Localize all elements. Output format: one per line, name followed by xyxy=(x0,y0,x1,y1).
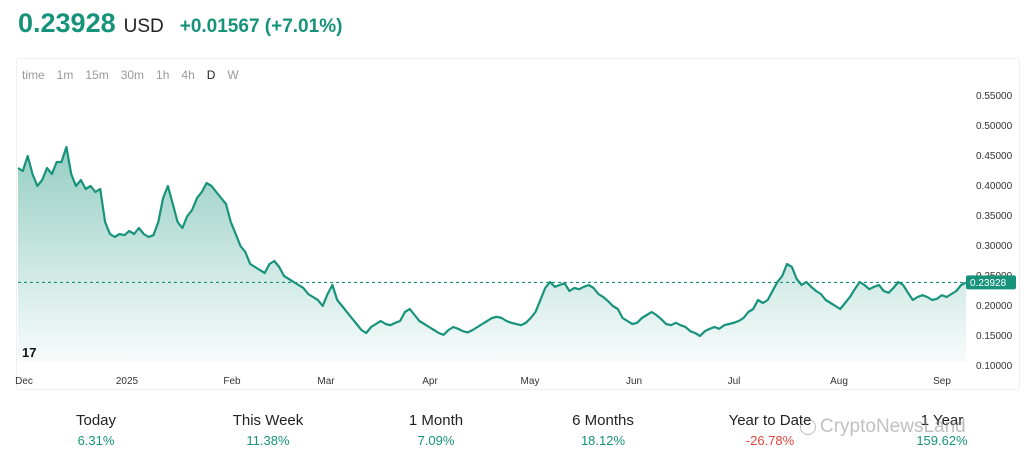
x-tick-label: Jun xyxy=(626,376,642,387)
y-tick-label: 0.50000 xyxy=(976,121,1013,132)
stat-5: 1 Year 159.62% xyxy=(867,412,1017,448)
price-change: +0.01567 (+7.01%) xyxy=(179,16,343,37)
performance-stats: Today 6.31% This Week 11.38% 1 Month 7.09% 6 M… xyxy=(0,412,1024,456)
stat-value: 11.38% xyxy=(246,433,290,448)
price-header: 0.23928 USD +0.01567 (+7.01%) xyxy=(18,8,342,39)
price-unit: USD xyxy=(123,16,164,37)
timeframe-1m[interactable]: 1m xyxy=(56,68,74,82)
y-tick-label: 0.15000 xyxy=(976,331,1013,342)
x-tick-label: Dec xyxy=(15,376,33,387)
x-tick-label: Aug xyxy=(830,376,848,387)
stat-label: 1 Year xyxy=(920,412,964,429)
watermark: CryptoNewsLand xyxy=(800,416,966,438)
stat-value: 7.09% xyxy=(417,433,455,448)
stat-1: This Week 11.38% xyxy=(193,412,343,448)
stat-label: This Week xyxy=(232,412,304,429)
last-price-tag: 0.23928 xyxy=(966,275,1016,290)
timeframe-1h[interactable]: 1h xyxy=(156,68,170,82)
stat-value: 159.62% xyxy=(916,433,968,448)
x-axis: Dec 2025 Feb Mar Apr May Jun Jul Aug Sep xyxy=(15,376,951,387)
x-tick-label: 2025 xyxy=(116,376,139,387)
current-price: 0.23928 xyxy=(18,8,116,38)
timeframe-4h[interactable]: 4h xyxy=(181,68,195,82)
last-price-label: 0.23928 xyxy=(970,278,1007,289)
tradingview-logo-icon: 17 xyxy=(22,345,37,360)
stat-label: 1 Month xyxy=(408,412,464,429)
stat-label: Today xyxy=(75,412,117,429)
stat-label: Year to Date xyxy=(728,412,812,429)
y-tick-label: 0.30000 xyxy=(976,241,1013,252)
stat-2: 1 Month 7.09% xyxy=(361,412,511,448)
x-tick-label: Mar xyxy=(317,376,335,387)
x-tick-label: Sep xyxy=(933,376,951,387)
y-tick-label: 0.40000 xyxy=(976,181,1013,192)
x-tick-label: Apr xyxy=(422,376,438,387)
x-tick-label: Jul xyxy=(728,376,741,387)
stat-value: 18.12% xyxy=(580,433,626,448)
timeframe-D[interactable]: D xyxy=(206,68,216,82)
x-tick-label: Feb xyxy=(223,376,241,387)
stat-3: 6 Months 18.12% xyxy=(528,412,678,448)
y-tick-label: 0.35000 xyxy=(976,211,1013,222)
stat-value: -26.78% xyxy=(745,433,795,448)
y-tick-label: 0.45000 xyxy=(976,151,1013,162)
stat-0: Today 6.31% xyxy=(21,412,171,448)
y-tick-label: 0.20000 xyxy=(976,301,1013,312)
timeframe-bar: time 1m 15m 30m 1h 4h D W xyxy=(22,68,239,82)
timeframe-30m[interactable]: 30m xyxy=(120,68,145,82)
price-area xyxy=(18,147,966,362)
stat-4: Year to Date -26.78% xyxy=(695,412,845,448)
y-tick-label: 0.10000 xyxy=(976,361,1013,372)
chart-frame xyxy=(16,58,1020,390)
timeframe-W[interactable]: W xyxy=(227,68,239,82)
price-chart[interactable]: 0.55000 0.50000 0.45000 0.40000 0.35000 0.300… xyxy=(0,0,1024,400)
x-tick-label: May xyxy=(521,376,540,387)
timeframe-time[interactable]: time xyxy=(22,68,45,82)
watermark-text: CryptoNewsLand xyxy=(820,416,966,437)
y-axis: 0.55000 0.50000 0.45000 0.40000 0.35000 0.300… xyxy=(976,91,1013,372)
price-line xyxy=(17,145,967,338)
y-tick-label: 0.55000 xyxy=(976,91,1013,102)
timeframe-15m[interactable]: 15m xyxy=(85,68,109,82)
stat-label: 6 Months xyxy=(572,412,634,429)
watermark-logo-icon xyxy=(800,418,816,435)
stat-value: 6.31% xyxy=(77,433,115,448)
